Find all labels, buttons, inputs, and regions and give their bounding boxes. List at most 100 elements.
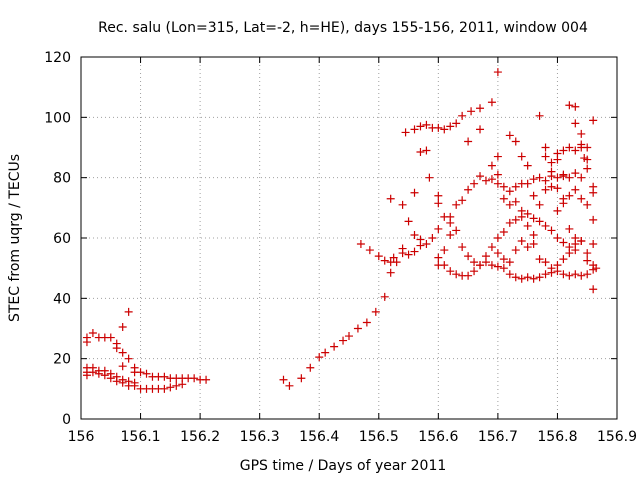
data-point <box>416 235 425 244</box>
data-point <box>458 196 467 205</box>
data-point <box>446 230 455 239</box>
data-point <box>487 243 496 252</box>
data-point <box>541 270 550 279</box>
data-point <box>541 258 550 267</box>
data-point <box>517 206 526 215</box>
data-point <box>166 383 175 392</box>
data-point <box>202 375 211 384</box>
data-point <box>571 119 580 128</box>
y-tick-label: 20 <box>53 352 71 368</box>
data-point <box>553 206 562 215</box>
data-point <box>410 247 419 256</box>
data-point <box>467 107 476 116</box>
data-point <box>541 221 550 230</box>
data-point <box>416 122 425 131</box>
data-point <box>398 244 407 253</box>
data-point <box>434 224 443 233</box>
data-point <box>499 255 508 264</box>
data-point <box>547 182 556 191</box>
data-point <box>124 354 133 363</box>
data-point <box>553 155 562 164</box>
data-point <box>452 119 461 128</box>
data-point <box>88 368 97 377</box>
x-tick-label: 156.8 <box>537 429 577 445</box>
data-point <box>583 249 592 258</box>
x-tick-label: 156.4 <box>299 429 339 445</box>
data-point <box>374 252 383 261</box>
x-tick-label: 156.5 <box>359 429 399 445</box>
data-point <box>470 179 479 188</box>
data-point <box>505 218 514 227</box>
data-point <box>118 348 127 357</box>
data-point <box>511 182 520 191</box>
data-point <box>371 307 380 316</box>
data-point <box>553 184 562 193</box>
data-point <box>529 175 538 184</box>
data-point <box>297 374 306 383</box>
y-tick-label: 0 <box>62 412 71 428</box>
data-point <box>583 256 592 265</box>
data-point <box>353 324 362 333</box>
data-point <box>583 270 592 279</box>
data-point <box>380 292 389 301</box>
data-point <box>470 258 479 267</box>
data-point <box>345 332 353 341</box>
data-point <box>559 194 568 203</box>
data-point <box>517 237 526 246</box>
data-point <box>523 221 532 230</box>
data-point <box>541 185 550 194</box>
data-point <box>380 256 389 265</box>
data-point <box>100 371 109 380</box>
data-point <box>422 240 431 249</box>
data-point <box>571 146 580 155</box>
data-point <box>580 154 589 163</box>
data-point <box>493 262 502 271</box>
data-point <box>583 164 592 173</box>
x-tick-label: 156.9 <box>597 429 637 445</box>
data-point <box>446 267 455 276</box>
data-point <box>541 143 550 152</box>
data-point <box>142 369 151 378</box>
data-point <box>565 173 574 182</box>
data-point <box>499 264 508 273</box>
data-point <box>511 273 520 282</box>
data-point <box>523 179 532 188</box>
data-point <box>386 258 395 267</box>
data-point <box>172 381 181 390</box>
data-point <box>589 240 598 249</box>
data-point <box>571 270 580 279</box>
data-point <box>523 209 532 218</box>
data-point <box>386 194 395 203</box>
data-point <box>535 255 544 264</box>
data-point <box>410 230 419 239</box>
data-point <box>535 173 544 182</box>
data-point <box>565 101 574 110</box>
data-point <box>505 270 514 279</box>
data-point <box>559 146 568 155</box>
data-point <box>511 246 520 255</box>
data-point <box>493 68 502 77</box>
data-point <box>577 129 586 138</box>
data-point <box>547 167 556 176</box>
data-point <box>440 246 449 255</box>
data-point <box>523 161 532 170</box>
data-point <box>499 194 508 203</box>
data-point <box>464 252 473 261</box>
data-point <box>583 200 592 209</box>
x-tick-label: 156.7 <box>478 429 518 445</box>
data-point <box>577 194 586 203</box>
data-point <box>476 104 485 113</box>
data-point <box>94 369 103 378</box>
data-point <box>571 234 580 242</box>
data-point <box>487 161 496 170</box>
data-point <box>130 381 139 390</box>
x-tick-label: 156.2 <box>180 429 220 445</box>
data-point <box>279 375 288 384</box>
data-point <box>583 143 592 152</box>
y-tick-label: 100 <box>44 110 71 126</box>
data-point <box>541 176 550 185</box>
data-point <box>458 111 467 120</box>
data-point <box>517 152 526 161</box>
data-point <box>487 98 496 107</box>
